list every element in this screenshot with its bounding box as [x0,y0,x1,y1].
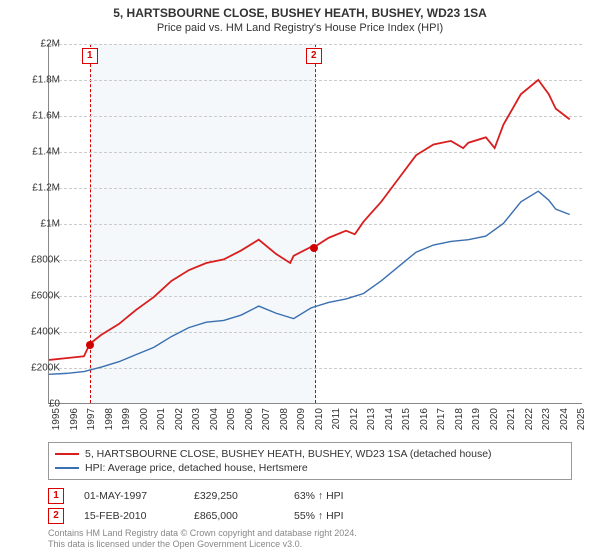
legend-swatch [55,467,79,469]
x-tick-label: 1999 [121,408,132,430]
attribution-line: This data is licensed under the Open Gov… [48,539,357,550]
legend-label: 5, HARTSBOURNE CLOSE, BUSHEY HEATH, BUSH… [85,448,492,460]
sale-row: 2 15-FEB-2010 £865,000 55% ↑ HPI [48,506,374,526]
sale-marker-box: 1 [82,48,98,64]
sale-marker-dot [310,244,318,252]
chart-lines [49,44,582,403]
y-tick-label: £400K [16,327,60,338]
x-tick-label: 2009 [296,408,307,430]
x-tick-label: 1996 [69,408,80,430]
x-tick-label: 2014 [384,408,395,430]
x-tick-label: 2025 [576,408,587,430]
y-tick-label: £1M [16,219,60,230]
sale-date: 01-MAY-1997 [84,490,174,502]
legend-label: HPI: Average price, detached house, Hert… [85,462,308,474]
legend-swatch [55,453,79,455]
y-tick-label: £1.4M [16,147,60,158]
x-tick-label: 2003 [191,408,202,430]
x-tick-label: 1998 [104,408,115,430]
y-tick-label: £2M [16,39,60,50]
x-tick-label: 2013 [366,408,377,430]
x-tick-label: 2011 [331,408,342,430]
attribution: Contains HM Land Registry data © Crown c… [48,528,357,551]
x-tick-label: 2008 [279,408,290,430]
x-tick-label: 2024 [559,408,570,430]
x-tick-label: 2017 [436,408,447,430]
series-hpi [49,191,570,374]
legend-item: 5, HARTSBOURNE CLOSE, BUSHEY HEATH, BUSH… [55,447,565,461]
sale-hpi: 55% ↑ HPI [294,510,374,522]
sale-id-box: 2 [48,508,64,524]
sale-hpi: 63% ↑ HPI [294,490,374,502]
legend-item: HPI: Average price, detached house, Hert… [55,461,565,475]
x-tick-label: 2021 [506,408,517,430]
y-tick-label: £800K [16,255,60,266]
page-title: 5, HARTSBOURNE CLOSE, BUSHEY HEATH, BUSH… [0,0,600,20]
x-tick-label: 2006 [244,408,255,430]
x-tick-label: 1995 [51,408,62,430]
chart-area: 12 [48,44,582,404]
x-tick-label: 2004 [209,408,220,430]
x-tick-label: 2005 [226,408,237,430]
sale-price: £329,250 [194,490,274,502]
x-tick-label: 2016 [419,408,430,430]
sale-marker-dot [86,341,94,349]
sale-price: £865,000 [194,510,274,522]
x-tick-label: 2000 [139,408,150,430]
sales-table: 1 01-MAY-1997 £329,250 63% ↑ HPI 2 15-FEB-201… [48,486,374,526]
sale-marker-box: 2 [306,48,322,64]
series-address [49,80,570,360]
x-tick-label: 2007 [261,408,272,430]
y-tick-label: £1.2M [16,183,60,194]
attribution-line: Contains HM Land Registry data © Crown c… [48,528,357,539]
plot: 12 [48,44,582,404]
x-tick-label: 2018 [454,408,465,430]
page-subtitle: Price paid vs. HM Land Registry's House … [0,20,600,38]
x-tick-label: 2019 [471,408,482,430]
x-tick-label: 2023 [541,408,552,430]
y-tick-label: £600K [16,291,60,302]
sale-date: 15-FEB-2010 [84,510,174,522]
sale-row: 1 01-MAY-1997 £329,250 63% ↑ HPI [48,486,374,506]
y-tick-label: £200K [16,363,60,374]
x-tick-label: 2010 [314,408,325,430]
sale-id-box: 1 [48,488,64,504]
legend: 5, HARTSBOURNE CLOSE, BUSHEY HEATH, BUSH… [48,442,572,480]
y-tick-label: £1.8M [16,75,60,86]
x-tick-label: 2022 [524,408,535,430]
x-tick-label: 2015 [401,408,412,430]
x-tick-label: 2012 [349,408,360,430]
y-tick-label: £1.6M [16,111,60,122]
x-tick-label: 2001 [156,408,167,430]
x-tick-label: 1997 [86,408,97,430]
x-tick-label: 2002 [174,408,185,430]
x-tick-label: 2020 [489,408,500,430]
